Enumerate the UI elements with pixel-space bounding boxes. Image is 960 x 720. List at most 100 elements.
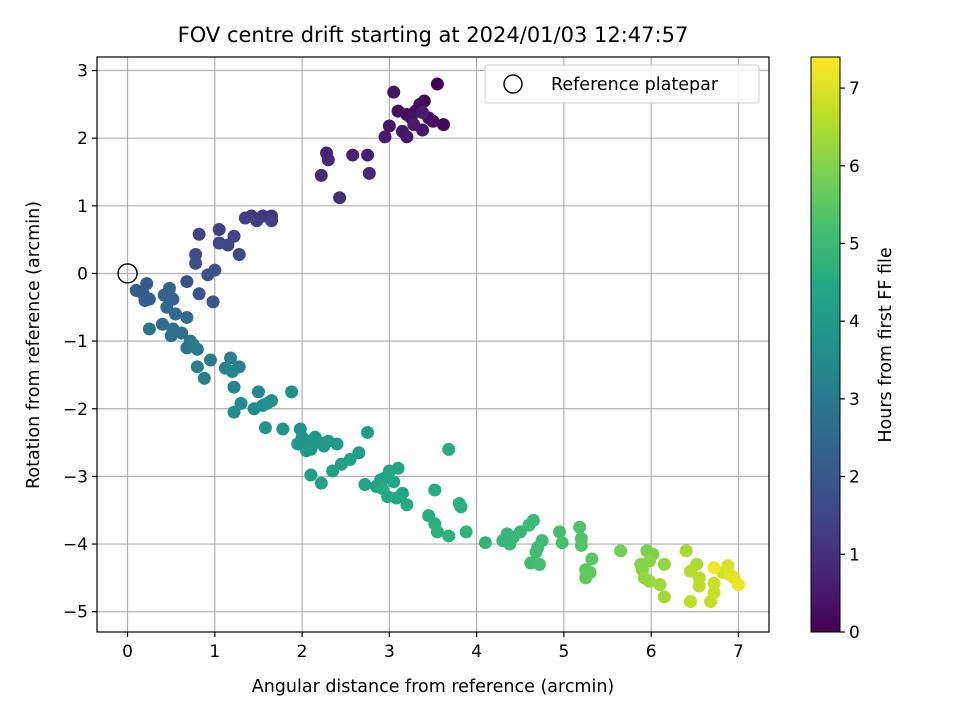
data-point: [657, 557, 671, 571]
data-point: [285, 385, 299, 399]
legend-box: [484, 64, 760, 104]
data-point: [459, 525, 473, 539]
reference-platepar-marker: [117, 263, 138, 284]
data-point: [707, 561, 721, 575]
colorbar-gradient: [810, 56, 841, 633]
x-tick-label: 2: [297, 642, 308, 662]
data-point: [574, 538, 588, 552]
legend-reference-marker: [503, 74, 523, 94]
data-point: [189, 256, 203, 270]
colorbar-ticks: 0 1 2 3 4 5 6 7: [840, 79, 860, 643]
data-point: [346, 148, 360, 162]
data-point: [321, 153, 335, 167]
data-point: [192, 287, 206, 301]
data-point: [442, 529, 456, 543]
data-point: [299, 444, 313, 458]
y-tick-label: 2: [77, 129, 88, 149]
data-point: [387, 85, 401, 99]
data-point: [164, 329, 178, 343]
data-point: [391, 104, 405, 118]
colorbar-tick-label: 6: [849, 157, 860, 177]
grid-lines: [97, 57, 769, 632]
data-point: [430, 77, 444, 91]
colorbar-tick-label: 1: [849, 545, 860, 565]
data-point: [212, 236, 226, 250]
data-point: [330, 437, 344, 451]
data-point: [234, 396, 248, 410]
colorbar: 0 1 2 3 4 5 6 7 Hours from first FF file: [810, 56, 896, 643]
data-point: [478, 536, 492, 550]
data-point: [250, 214, 264, 228]
data-point: [138, 294, 152, 308]
chart-title: FOV centre drift starting at 2024/01/03 …: [178, 23, 689, 47]
data-point: [358, 478, 372, 492]
data-point: [529, 545, 543, 559]
x-tick-label: 4: [471, 642, 482, 662]
data-point: [653, 578, 667, 592]
data-point: [683, 564, 697, 578]
y-tick-label: −1: [63, 332, 88, 352]
data-point: [169, 307, 183, 321]
data-point: [642, 574, 656, 588]
data-point: [265, 214, 279, 228]
data-point: [382, 119, 396, 133]
data-point: [276, 422, 290, 436]
colorbar-tick-label: 7: [849, 79, 860, 99]
data-point: [224, 351, 238, 365]
x-tick-label: 0: [122, 642, 133, 662]
data-point: [361, 425, 375, 439]
data-point: [428, 483, 442, 497]
data-point: [186, 338, 200, 351]
data-point: [426, 114, 440, 128]
data-point: [503, 537, 517, 551]
data-point: [326, 464, 340, 478]
data-point: [238, 211, 252, 225]
data-point: [314, 168, 328, 182]
x-tick-label: 6: [646, 642, 657, 662]
data-point: [442, 442, 456, 456]
data-point: [657, 590, 671, 604]
colorbar-tick-label: 5: [849, 234, 860, 254]
data-point: [532, 557, 546, 571]
data-point: [258, 421, 272, 435]
data-point: [416, 105, 430, 119]
data-point: [692, 579, 706, 593]
x-tick-label: 3: [384, 642, 395, 662]
data-point: [197, 371, 211, 385]
data-point: [212, 223, 226, 236]
data-point: [573, 520, 587, 534]
data-point: [553, 525, 567, 539]
data-point: [522, 518, 536, 532]
data-point: [201, 268, 215, 282]
data-point: [707, 576, 721, 590]
y-tick-label: −3: [63, 467, 88, 487]
data-point: [180, 275, 194, 289]
colorbar-label: Hours from first FF file: [876, 247, 896, 442]
x-tick-label: 5: [558, 642, 569, 662]
data-point: [436, 118, 450, 132]
data-point: [614, 544, 628, 558]
data-point: [256, 398, 270, 412]
y-tick-label: −5: [63, 603, 88, 623]
data-point: [140, 277, 154, 291]
x-tick-label: 1: [209, 642, 220, 662]
plot-frame: [96, 56, 770, 633]
legend-label: Reference platepar: [551, 75, 719, 95]
axis-ticks: 0 1 2 3 4 5 6 7 −5 −4 −3 −2 −1 0 1 2 3: [63, 62, 744, 662]
data-point: [291, 437, 305, 451]
data-point: [683, 595, 697, 609]
data-point: [378, 130, 392, 144]
data-point: [227, 380, 241, 394]
colorbar-tick-label: 3: [849, 390, 860, 410]
reference-marker: [117, 263, 138, 284]
data-point: [731, 578, 745, 592]
data-point: [361, 148, 375, 162]
data-point: [642, 554, 656, 568]
data-point: [430, 525, 444, 539]
data-point: [206, 295, 220, 309]
data-point: [454, 500, 468, 514]
x-axis-label: Angular distance from reference (arcmin): [252, 677, 615, 697]
y-tick-label: 3: [77, 62, 88, 82]
